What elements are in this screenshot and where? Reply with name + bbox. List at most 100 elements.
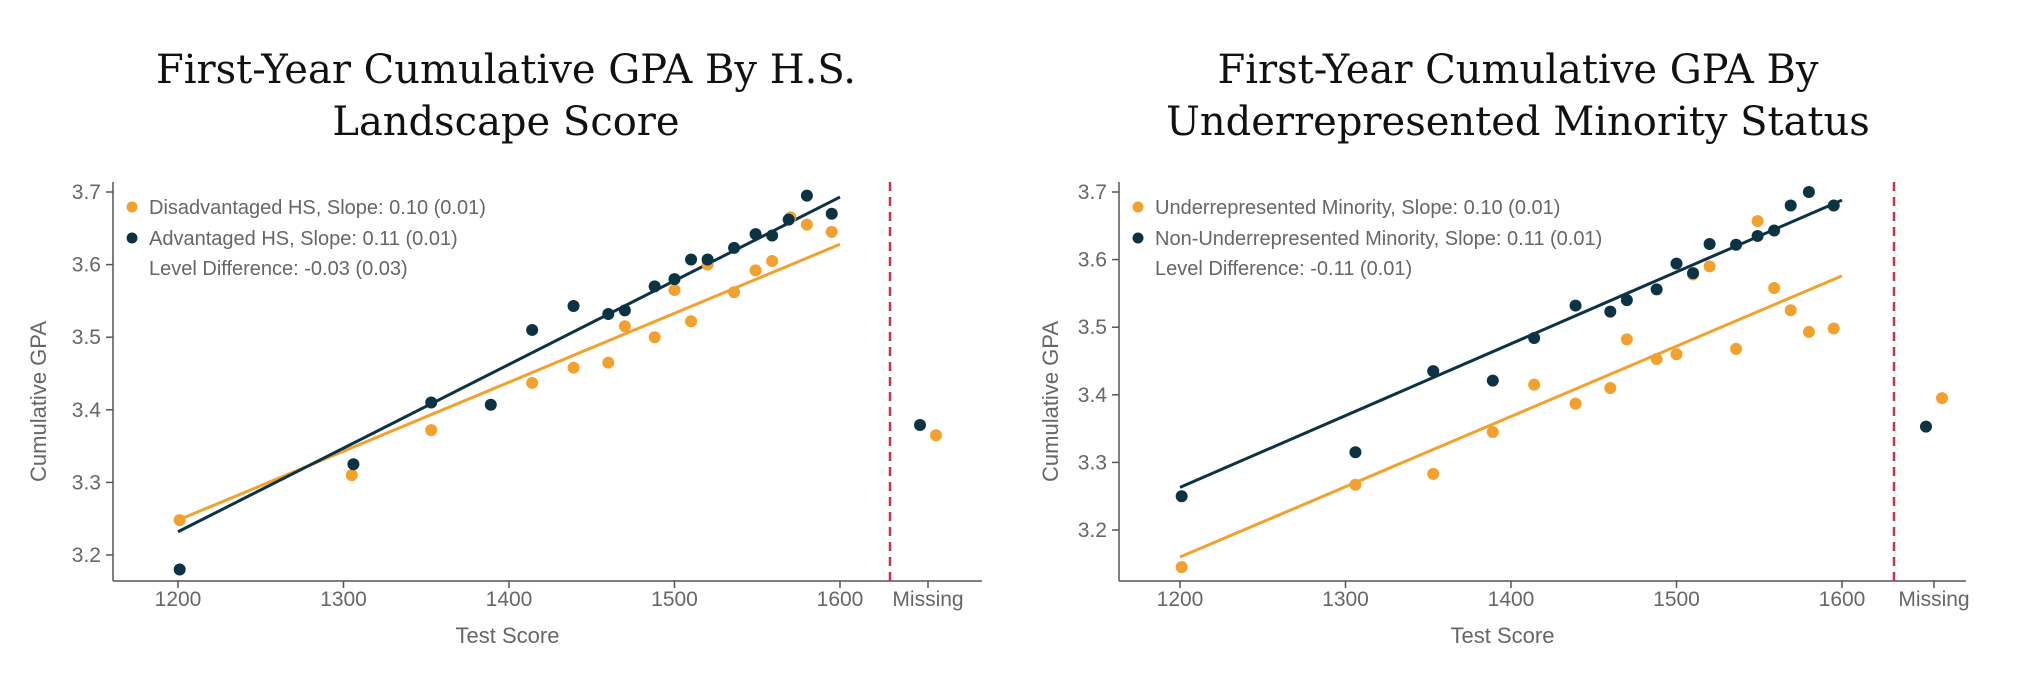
data-point-series-2 [766,229,779,242]
data-point-series-2 [1827,199,1840,212]
legend-marker-series-1 [1132,201,1144,213]
data-point-series-1 [648,331,661,344]
y-tick-label: 3.3 [72,471,101,494]
data-point-series-1 [1528,378,1541,391]
y-tick-label: 3.4 [1078,384,1108,407]
chart-title-line1: First-Year Cumulative GPA By [1217,47,1819,93]
data-point-series-2 [1528,332,1541,345]
data-point-series-2 [1486,374,1499,387]
y-tick-label: 3.5 [1078,316,1107,339]
data-point-series-1 [1620,333,1633,346]
data-point-series-1 [1768,281,1781,294]
chart-title-line1: First-Year Cumulative GPA By H.S. [155,47,857,93]
x-tick-label: 1500 [651,588,698,611]
missing-point-series-2 [914,419,926,432]
data-point-series-2 [1768,224,1781,237]
chart-title-line2: Underrepresented Minority Status [1166,99,1870,145]
data-point-series-1 [668,284,681,297]
data-point-series-2 [668,273,681,286]
y-axis-title: Cumulative GPA [1038,321,1063,482]
data-point-series-1 [345,469,358,482]
data-point-series-2 [701,253,714,266]
x-tick-label: 1300 [1322,588,1369,611]
legend-label-series-1: Disadvantaged HS, Slope: 0.10 (0.01) [149,197,486,219]
data-point-series-2 [1427,365,1440,378]
fit-line-series-1 [177,242,841,522]
data-point-series-2 [1175,490,1188,503]
data-point-series-1 [800,218,813,231]
x-tick-label: 1400 [1488,588,1535,611]
data-point-series-1 [1784,304,1797,317]
missing-point-series-1 [930,429,942,442]
data-point-series-1 [1730,342,1743,355]
data-point-series-1 [1175,561,1188,574]
data-point-series-2 [1349,446,1362,459]
legend-marker-series-1 [126,201,138,213]
data-point-series-1 [825,225,838,238]
data-point-series-2 [602,307,615,320]
missing-tick-label: Missing [1898,588,1969,611]
data-point-series-2 [825,207,838,220]
data-point-series-2 [425,396,438,409]
data-point-series-2 [1784,199,1797,212]
data-point-series-1 [1802,325,1815,338]
x-tick-label: 1200 [155,588,202,611]
data-point-series-2 [1604,305,1617,318]
data-point-series-2 [1730,238,1743,251]
chart-title: First-Year Cumulative GPA By H.S. Landsc… [0,44,1012,148]
chart-title: First-Year Cumulative GPA By Underrepres… [1012,44,2024,148]
legend-note-level-difference: Level Difference: -0.03 (0.03) [149,258,408,280]
y-tick-label: 3.7 [1078,181,1107,204]
x-tick-label: 1500 [1653,588,1700,611]
data-point-series-1 [173,514,186,527]
y-tick-label: 3.2 [1078,519,1107,542]
x-axis-title: Test Score [1451,623,1555,648]
chart-panel-right: First-Year Cumulative GPA By Underrepres… [1012,0,2024,689]
data-point-series-2 [567,299,580,312]
x-axis-title: Test Score [456,623,560,648]
legend-marker-series-2 [1132,232,1144,244]
data-point-series-2 [800,189,813,202]
data-point-series-1 [425,424,438,437]
data-point-series-1 [1486,425,1499,438]
fit-line-series-2 [177,195,841,534]
data-point-series-1 [1569,397,1582,410]
data-point-series-2 [173,563,186,576]
y-tick-label: 3.6 [72,254,101,277]
data-point-series-2 [618,304,631,317]
data-point-series-1 [1703,260,1716,273]
chart-svg-right: 3.2 3.3 3.4 3.5 3.6 3.7 1200 1300 1400 1500 1600 Mi… [1038,181,1970,648]
legend-label-series-2: Non-Underrepresented Minority, Slope: 0.… [1155,228,1602,250]
data-point-series-2 [782,213,795,226]
data-point-series-1 [1427,467,1440,480]
legend-label-series-2: Advantaged HS, Slope: 0.11 (0.01) [149,228,458,250]
x-tick-label: 1300 [320,588,367,611]
data-point-series-1 [526,376,539,389]
data-point-series-1 [1604,382,1617,395]
data-point-series-1 [1349,478,1362,491]
data-point-series-1 [1650,352,1663,365]
fit-line-series-1 [1179,274,1843,559]
data-point-series-2 [1687,267,1700,280]
x-tick-label: 1200 [1157,588,1204,611]
y-tick-label: 3.4 [72,399,102,422]
data-point-series-1 [685,315,698,328]
y-tick-label: 3.3 [1078,451,1107,474]
data-point-series-2 [1802,186,1815,198]
data-point-series-1 [728,286,741,299]
y-tick-label: 3.7 [72,181,101,204]
data-point-series-1 [749,264,762,277]
missing-point-series-2 [1920,420,1932,433]
data-point-series-2 [1650,283,1663,296]
x-tick-label: 1600 [817,588,864,611]
y-tick-label: 3.5 [72,326,101,349]
y-axis-title: Cumulative GPA [26,321,51,482]
data-point-series-1 [1827,322,1840,335]
data-point-series-2 [728,241,741,254]
data-point-series-2 [685,253,698,266]
data-point-series-2 [347,458,360,471]
data-point-series-1 [1751,215,1764,228]
x-tick-label: 1600 [1819,588,1866,611]
data-point-series-2 [1751,229,1764,242]
data-point-series-1 [1670,348,1683,361]
